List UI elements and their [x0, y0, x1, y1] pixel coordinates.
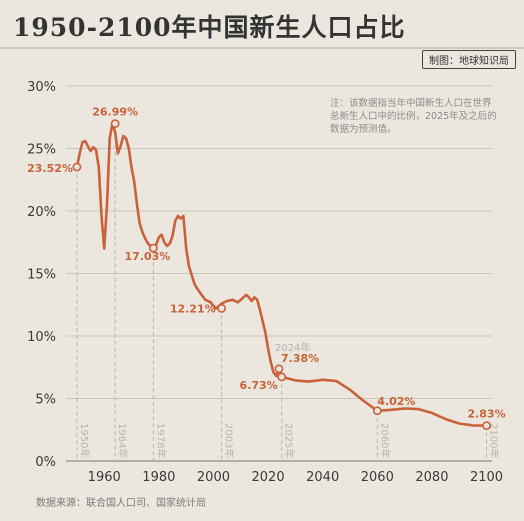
- value-label-2024: 7.38%: [281, 352, 319, 365]
- chart-note: 注：该数据指当年中国新生人口在世界总新生人口中的比例，2025年及之后的数据为预…: [330, 98, 497, 135]
- series-line: [75, 122, 488, 427]
- x-tick-label: 2060: [361, 470, 394, 485]
- value-label-1950: 23.52%: [27, 162, 73, 175]
- y-tick-label: 0%: [35, 455, 56, 470]
- value-label-2025: 6.73%: [240, 379, 278, 392]
- guide-year-label: 1950年: [78, 423, 91, 458]
- title-divider: [0, 47, 524, 49]
- x-tick-label: 1960: [88, 470, 121, 485]
- highlight-marker-1950: [72, 162, 82, 172]
- guide-year-label: 2100年: [488, 423, 501, 458]
- x-tick-label: 2020: [252, 470, 285, 485]
- x-tick-label: 2000: [197, 470, 230, 485]
- highlight-value-labels: 23.52% 26.99% 17.03% 12.21% 7.38%2024年 6.73% 4…: [27, 106, 506, 421]
- highlight-marker-1978: [148, 243, 158, 253]
- y-tick-label: 25%: [27, 143, 56, 158]
- maker-badge: 制图：地球知识局: [422, 50, 516, 69]
- value-label-2003: 12.21%: [170, 302, 216, 315]
- x-axis-ticks: 1960 1980 2000 2020 2040 2060 2080 2100: [88, 470, 503, 485]
- highlight-guides: 1950年 1964年 1978年 2003年 2025年 2060年 2100年: [76, 123, 501, 461]
- highlight-marker-1964: [110, 119, 120, 129]
- x-tick-label: 2040: [306, 470, 339, 485]
- x-tick-label: 1980: [142, 470, 175, 485]
- y-tick-label: 5%: [35, 393, 56, 408]
- highlight-marker-2003: [217, 303, 227, 313]
- y-axis-ticks: 0% 5% 10% 15% 20% 25% 30%: [27, 80, 56, 470]
- y-tick-label: 30%: [27, 80, 56, 95]
- guide-year-label: 2003年: [223, 423, 236, 458]
- value-label-1964: 26.99%: [92, 106, 138, 119]
- value-label-2060: 4.02%: [377, 395, 415, 408]
- guide-year-label: 2060年: [378, 423, 391, 458]
- page-title: 1950-2100年中国新生人口占比: [13, 13, 406, 42]
- value-label-2100: 2.83%: [467, 408, 505, 421]
- y-tick-label: 10%: [27, 330, 56, 345]
- guide-year-label: 1964年: [116, 423, 129, 458]
- guide-year-label: 2025年: [283, 423, 296, 458]
- highlight-marker-2100: [482, 421, 491, 431]
- x-tick-label: 2100: [470, 470, 503, 485]
- data-source: 数据来源：联合国人口司、国家统计局: [36, 498, 206, 509]
- value-label-1978: 17.03%: [124, 250, 170, 263]
- y-tick-label: 15%: [27, 268, 56, 283]
- highlight-marker-2024: [274, 364, 284, 374]
- year-label-2024: 2024年: [275, 341, 310, 354]
- highlight-markers: [72, 119, 491, 431]
- chart-grid: [66, 85, 492, 462]
- x-tick-label: 2080: [415, 470, 448, 485]
- guide-year-label: 1978年: [154, 423, 167, 458]
- highlight-marker-2060: [372, 406, 382, 416]
- y-tick-label: 20%: [27, 205, 56, 220]
- highlight-marker-2025: [277, 372, 287, 382]
